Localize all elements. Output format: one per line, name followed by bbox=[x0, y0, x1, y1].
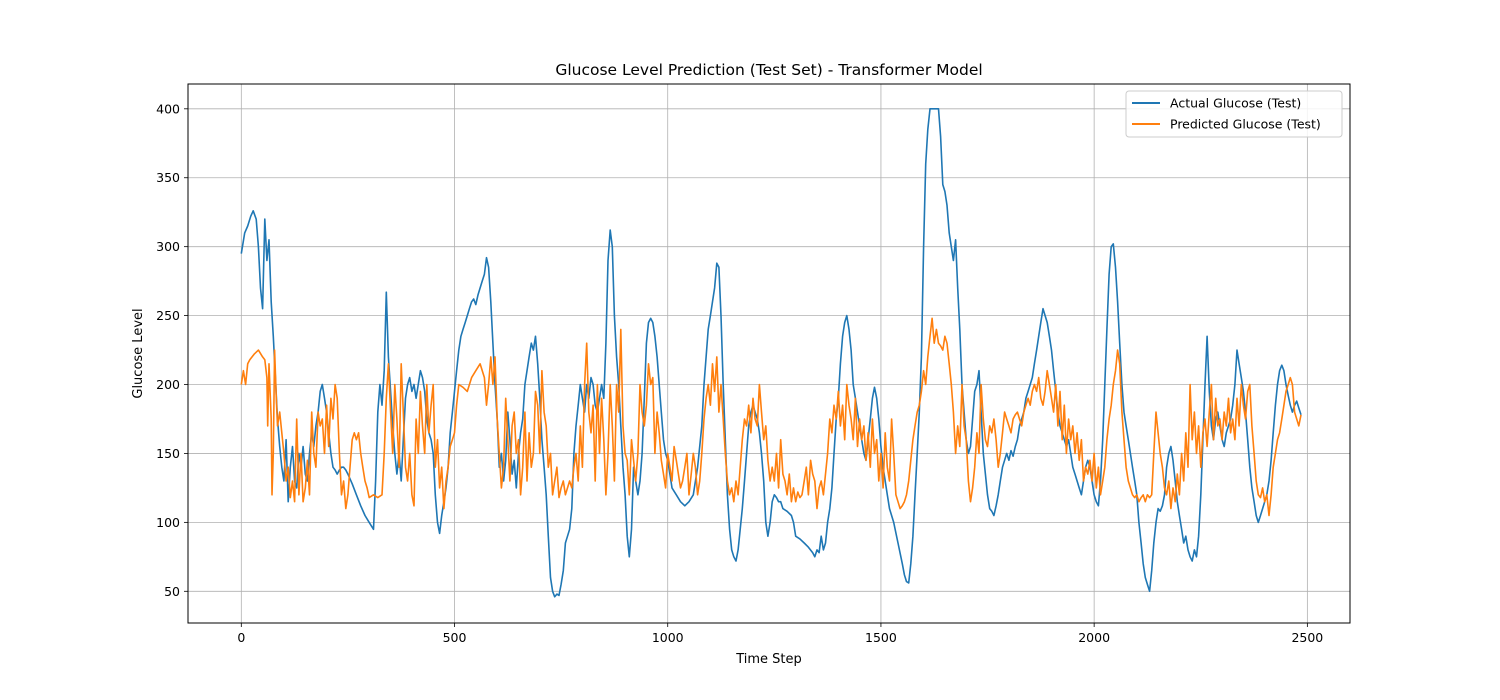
y-axis-label: Glucose Level bbox=[131, 308, 146, 398]
legend-box bbox=[1125, 90, 1343, 138]
x-tick-label: 1000 bbox=[652, 630, 684, 645]
y-tick-label: 300 bbox=[156, 239, 180, 254]
series-layer bbox=[240, 108, 1302, 598]
y-tick-label: 150 bbox=[156, 446, 180, 461]
legend-label: Predicted Glucose (Test) bbox=[1170, 117, 1321, 132]
legend-label: Actual Glucose (Test) bbox=[1170, 96, 1301, 111]
x-tick-label: 2000 bbox=[1078, 630, 1110, 645]
x-tick-label: 500 bbox=[443, 630, 467, 645]
chart-title: Glucose Level Prediction (Test Set) - Tr… bbox=[555, 61, 982, 79]
y-tick-label: 200 bbox=[156, 377, 180, 392]
plot-frame bbox=[187, 83, 1351, 624]
y-tick-label: 250 bbox=[156, 308, 180, 323]
y-tick-label: 50 bbox=[164, 584, 180, 599]
grid bbox=[188, 84, 1350, 623]
x-tick-label: 0 bbox=[237, 630, 245, 645]
y-tick-label: 350 bbox=[156, 170, 180, 185]
ticks: 0 500 1000 1500 2000 2500 50 100 150 200 250 300 350… bbox=[156, 101, 1323, 645]
x-tick-label: 2500 bbox=[1291, 630, 1323, 645]
x-tick-label: 1500 bbox=[865, 630, 897, 645]
series-line-predicted bbox=[240, 317, 1302, 517]
y-tick-label: 400 bbox=[156, 101, 180, 116]
x-axis-label: Time Step bbox=[735, 652, 802, 667]
y-tick-label: 100 bbox=[156, 515, 180, 530]
legend: Actual Glucose (Test) Predicted Glucose (… bbox=[1125, 90, 1343, 138]
